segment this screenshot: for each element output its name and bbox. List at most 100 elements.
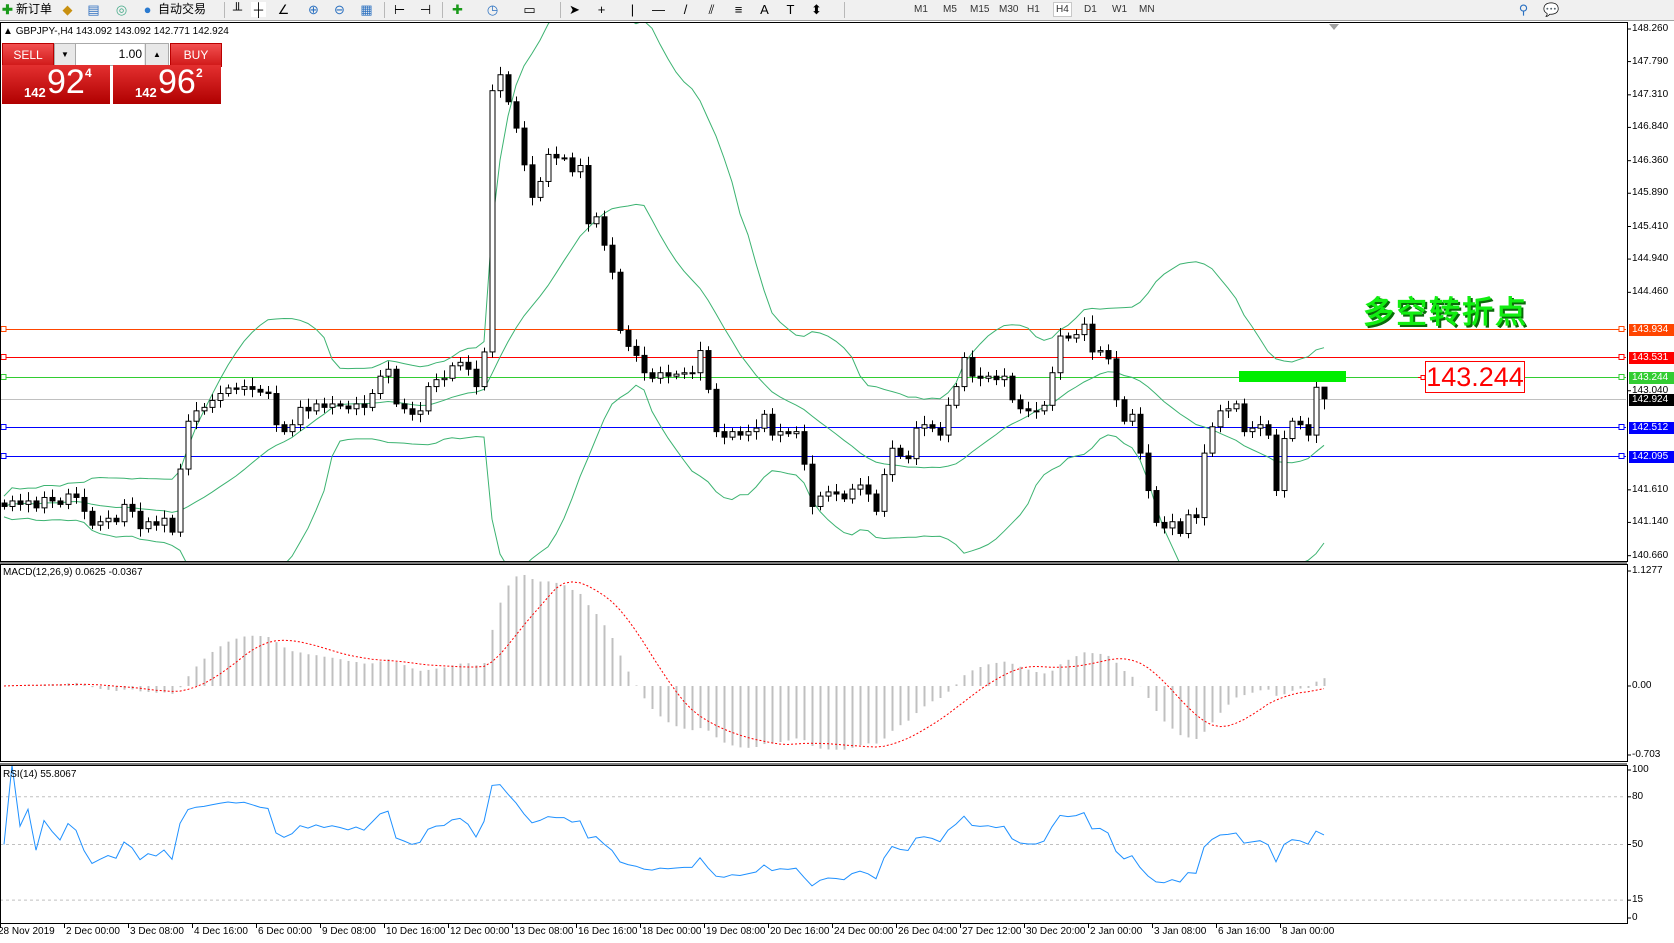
candle[interactable] (913, 421, 920, 465)
candle[interactable] (1017, 394, 1024, 414)
chat-icon[interactable]: 💬 (1543, 2, 1560, 17)
level-anchor-right[interactable] (1618, 374, 1625, 380)
candle[interactable] (225, 384, 232, 397)
candle[interactable] (1025, 401, 1032, 418)
candle[interactable] (249, 377, 256, 398)
signals-icon[interactable]: ◎ (115, 2, 128, 17)
candle[interactable] (121, 499, 128, 527)
candle[interactable] (1305, 417, 1312, 442)
lot-input[interactable]: 1.00 (76, 44, 144, 65)
candle[interactable] (745, 424, 752, 442)
candle[interactable] (369, 389, 376, 412)
candle[interactable] (553, 146, 560, 166)
candle[interactable] (1129, 409, 1136, 426)
candle[interactable] (961, 352, 968, 392)
candle[interactable] (425, 382, 432, 415)
annotation-green-bar[interactable] (1239, 371, 1346, 382)
candle[interactable] (585, 156, 592, 232)
candle[interactable] (481, 347, 488, 391)
navigator-icon[interactable]: ▤ (87, 2, 100, 17)
candle[interactable] (625, 325, 632, 352)
candle[interactable] (1033, 402, 1040, 419)
candle[interactable] (537, 177, 544, 202)
candle[interactable] (601, 210, 608, 251)
level-anchor-left[interactable] (1, 424, 7, 430)
candle[interactable] (769, 408, 776, 441)
candle[interactable] (1249, 421, 1256, 438)
candle[interactable] (1105, 344, 1112, 365)
tile-windows-icon[interactable]: ▦ (360, 2, 373, 17)
timeframe-m15[interactable]: M15 (970, 4, 990, 15)
candle[interactable] (465, 355, 472, 376)
candle[interactable] (433, 373, 440, 393)
collapse-triangle-icon[interactable]: ▲ (3, 26, 13, 37)
candle[interactable] (937, 422, 944, 441)
candle[interactable] (1257, 415, 1264, 437)
candle[interactable] (33, 496, 40, 512)
candle[interactable] (321, 397, 328, 413)
candle[interactable] (905, 450, 912, 464)
candle[interactable] (289, 419, 296, 437)
candle[interactable] (801, 424, 808, 471)
fibonacci-icon[interactable]: ≡ (734, 2, 743, 17)
candle[interactable] (833, 484, 840, 502)
candle[interactable] (1177, 518, 1184, 537)
horizontal-line-icon[interactable]: — (652, 2, 665, 17)
candle[interactable] (865, 476, 872, 502)
candle[interactable] (753, 419, 760, 440)
candle[interactable] (1, 499, 8, 510)
candle[interactable] (777, 423, 784, 443)
timeframe-m1[interactable]: M1 (914, 4, 928, 15)
candle[interactable] (689, 365, 696, 380)
level-anchor-right[interactable] (1618, 424, 1625, 430)
candle[interactable] (697, 341, 704, 381)
candle[interactable] (881, 468, 888, 517)
candle[interactable] (545, 148, 552, 187)
gold-bars-icon[interactable]: ◆ (62, 2, 73, 17)
annotation-price-label[interactable]: 143.244 (1425, 361, 1525, 393)
candle[interactable] (345, 400, 352, 414)
candle[interactable] (1065, 332, 1072, 342)
candle[interactable] (1169, 513, 1176, 536)
candle[interactable] (97, 515, 104, 531)
timeframe-d1[interactable]: D1 (1084, 4, 1097, 15)
search-icon[interactable]: ⚲ (1518, 2, 1529, 17)
candle[interactable] (145, 517, 152, 533)
candle[interactable] (441, 370, 448, 387)
timeframe-m30[interactable]: M30 (999, 4, 1019, 15)
trendline-icon[interactable]: / (683, 2, 688, 17)
candle[interactable] (1241, 398, 1248, 437)
level-anchor-left[interactable] (1, 453, 7, 459)
candle[interactable] (1201, 444, 1208, 526)
candle[interactable] (337, 400, 344, 410)
candle[interactable] (273, 385, 280, 432)
candle[interactable] (329, 395, 336, 415)
candle[interactable] (897, 444, 904, 460)
candle[interactable] (657, 366, 664, 384)
candle[interactable] (1313, 378, 1320, 444)
candle[interactable] (649, 368, 656, 383)
candle[interactable] (985, 371, 992, 383)
crosshair-icon[interactable]: + (597, 2, 606, 17)
timeframe-mn[interactable]: MN (1139, 4, 1155, 15)
timeframe-h4[interactable]: H4 (1053, 2, 1072, 17)
candle[interactable] (969, 350, 976, 383)
candle[interactable] (809, 455, 816, 515)
annotation-text[interactable]: 多空转折点 (1363, 295, 1528, 331)
candle[interactable] (377, 370, 384, 400)
candle[interactable] (153, 515, 160, 531)
candle[interactable] (241, 379, 248, 396)
candle[interactable] (513, 96, 520, 133)
candle[interactable] (1041, 400, 1048, 415)
candle[interactable] (1153, 486, 1160, 527)
candle[interactable] (1209, 422, 1216, 458)
candle[interactable] (1009, 372, 1016, 403)
candle[interactable] (1217, 404, 1224, 433)
candle[interactable] (945, 397, 952, 443)
candle[interactable] (593, 212, 600, 228)
candle[interactable] (297, 400, 304, 432)
candle[interactable] (577, 158, 584, 179)
candle[interactable] (1289, 417, 1296, 442)
candle[interactable] (305, 398, 312, 419)
